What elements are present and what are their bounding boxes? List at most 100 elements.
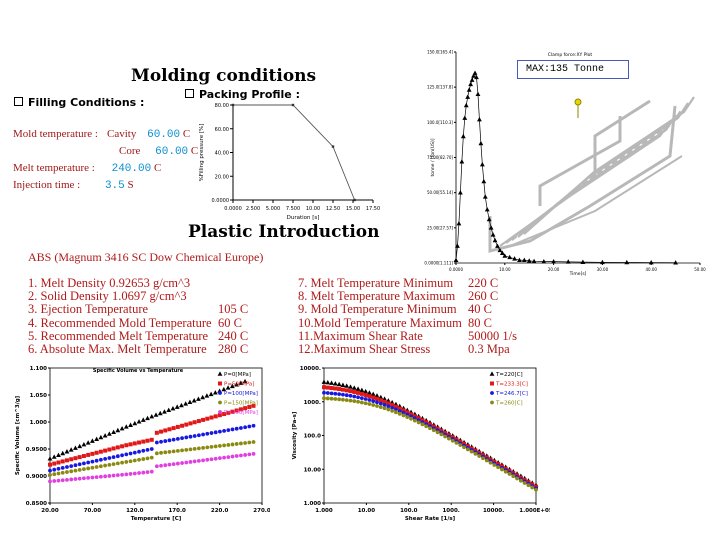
pvt-point xyxy=(81,441,87,447)
pvt-point xyxy=(171,426,176,431)
pvt-point xyxy=(124,452,129,457)
viscosity-x-tick-label: 10000. xyxy=(483,508,504,514)
pvt-point xyxy=(196,419,201,424)
property-row: 8. Melt Temperature Maximum xyxy=(298,289,455,304)
viscosity-point xyxy=(363,401,368,406)
pvt-point xyxy=(154,464,159,469)
clamp-y-tick-label: 25.00[27.57] xyxy=(427,225,453,230)
pvt-point xyxy=(213,430,218,435)
pvt-point xyxy=(77,443,83,449)
viscosity-point xyxy=(420,418,425,423)
pvt-point xyxy=(171,449,176,454)
pvt-point xyxy=(217,444,222,448)
viscosity-point xyxy=(355,386,361,391)
pvt-point xyxy=(205,445,210,450)
pvt-point xyxy=(180,461,184,465)
pvt-point xyxy=(132,471,137,476)
clamp-point xyxy=(481,178,487,184)
pvt-point xyxy=(243,441,248,445)
viscosity-point xyxy=(409,416,413,421)
mold-temp-label: Mold temperature : xyxy=(13,128,98,140)
clamp-x-tick-label: 0.0000 xyxy=(449,267,463,272)
pvt-point xyxy=(230,427,235,432)
pvt-point xyxy=(69,464,74,468)
pvt-point xyxy=(171,437,176,442)
viscosity-point xyxy=(344,398,349,403)
pvt-point xyxy=(128,451,133,456)
pvt-point xyxy=(175,436,180,441)
plastic-introduction-title: Plastic Introduction xyxy=(188,222,380,242)
pvt-point xyxy=(191,398,197,403)
pvt-plot-frame xyxy=(49,367,263,504)
pvt-point xyxy=(201,417,206,422)
injection-time-label: Injection time : xyxy=(13,179,81,191)
viscosity-legend-label: T=220[C] xyxy=(495,372,523,378)
property-label: 10.Mold Temperature Maximum xyxy=(298,315,462,330)
viscosity-point xyxy=(405,410,410,415)
viscosity-point xyxy=(325,385,330,390)
viscosity-y-tick-label: 10000. xyxy=(300,366,321,372)
pvt-x-tick-label: 220.0 xyxy=(211,508,229,514)
pvt-point xyxy=(239,453,243,458)
pvt-point xyxy=(128,422,133,427)
pvt-point xyxy=(180,448,184,453)
pvt-point xyxy=(60,450,66,456)
viscosity-point xyxy=(469,449,474,454)
clamp-x-tick-label: 40.00 xyxy=(645,267,657,272)
viscosity-point xyxy=(375,396,379,401)
viscosity-y-tick-label: 100.0 xyxy=(304,434,322,440)
packing-point xyxy=(353,198,356,202)
cavity-value: 60.00 xyxy=(147,129,181,141)
clamp-x-tick-label: 30.00 xyxy=(597,267,609,272)
viscosity-point xyxy=(322,396,326,401)
viscosity-point xyxy=(386,407,391,412)
property-label: 11.Maximum Shear Rate xyxy=(298,328,423,343)
packing-y-tick-label: 20.00 xyxy=(215,174,229,180)
clamp-point xyxy=(490,232,496,237)
pvt-point xyxy=(247,404,252,409)
packing-x-tick-label: 2.500 xyxy=(246,206,260,212)
pvt-point xyxy=(243,406,248,411)
pvt-point xyxy=(159,450,163,455)
pvt-point xyxy=(145,438,150,443)
viscosity-point xyxy=(329,380,334,385)
pvt-point xyxy=(238,380,244,385)
model-rail xyxy=(523,96,695,235)
pvt-point xyxy=(149,469,154,474)
pvt-y-tick-label: 0.8500 xyxy=(26,501,47,507)
packing-x-tick-label: 17.50 xyxy=(366,206,380,212)
pvt-point xyxy=(107,447,112,452)
pvt-point xyxy=(86,460,91,465)
pvt-point xyxy=(251,451,256,456)
pvt-point xyxy=(115,427,121,433)
viscosity-point xyxy=(500,467,504,472)
pvt-point xyxy=(90,459,95,464)
clamp-y-tick-label: 50.00[55.14] xyxy=(427,190,453,195)
pvt-point xyxy=(111,429,116,434)
pvt-point xyxy=(94,450,99,455)
pvt-point xyxy=(247,424,252,429)
filling-conditions-heading: Filling Conditions : xyxy=(14,96,144,109)
pvt-point xyxy=(120,453,124,458)
pvt-point xyxy=(230,454,235,459)
viscosity-point xyxy=(336,381,342,387)
viscosity-x-label: Shear Rate [1/s] xyxy=(405,516,456,522)
pvt-point xyxy=(145,415,150,421)
pvt-point xyxy=(132,441,137,446)
melt-temp-unit: C xyxy=(153,162,162,174)
pvt-point xyxy=(234,382,239,387)
packing-point xyxy=(291,103,295,107)
clamp-point xyxy=(517,257,522,262)
checkbox-icon xyxy=(14,97,23,106)
pvt-y-tick-label: 1.050 xyxy=(30,393,48,399)
pvt-point xyxy=(140,417,146,422)
pvt-x-tick-label: 170.0 xyxy=(168,508,186,514)
pvt-point xyxy=(184,422,189,427)
viscosity-point xyxy=(397,411,402,416)
viscosity-point xyxy=(378,401,383,406)
pvt-point xyxy=(212,390,218,395)
pvt-y-label: Specific Volume [cm^3/g] xyxy=(15,395,21,475)
viscosity-point xyxy=(443,434,448,439)
pvt-chart: Specific Volume vs Temperature 0.8500 0.90… xyxy=(15,366,270,522)
pvt-point xyxy=(48,479,52,484)
